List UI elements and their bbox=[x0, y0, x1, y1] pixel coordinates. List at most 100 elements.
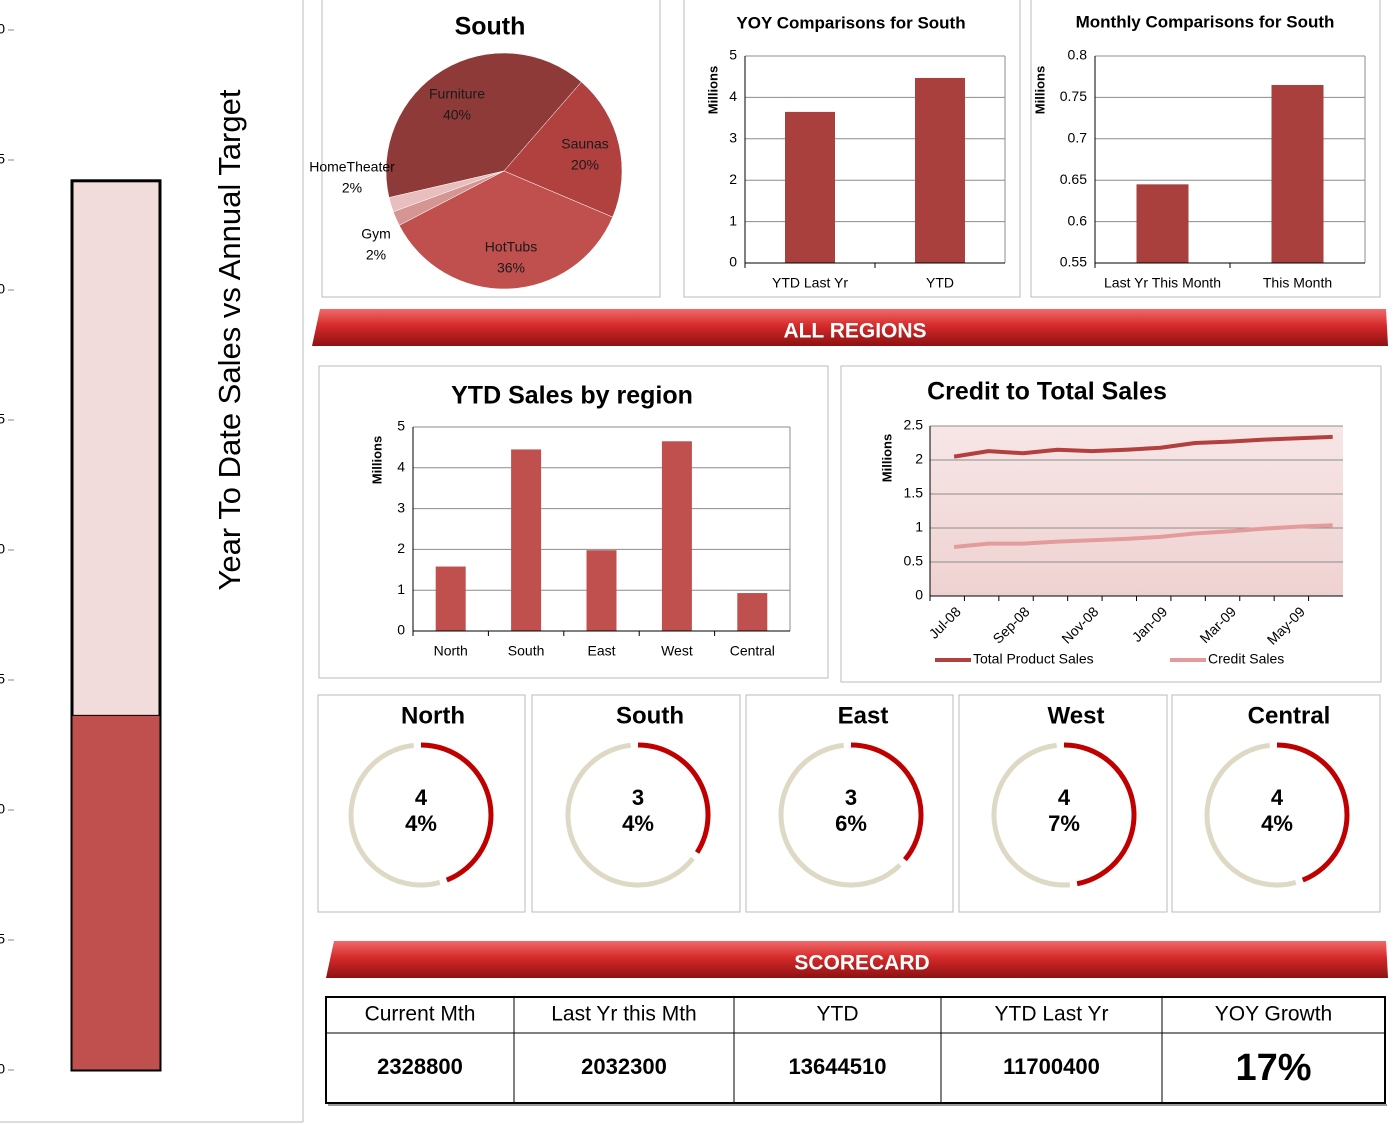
y-tick-label: 1 bbox=[729, 212, 737, 228]
chart-title: Monthly Comparisons for South bbox=[1076, 12, 1335, 31]
panel bbox=[683, 0, 1021, 298]
bar bbox=[915, 77, 965, 263]
y-axis-label: Millions bbox=[1032, 66, 1047, 114]
y-tick-label: 4 bbox=[729, 88, 737, 104]
pie-value-label: 2% bbox=[366, 247, 386, 263]
x-tick-label: West bbox=[661, 643, 693, 659]
pie-label: Saunas bbox=[561, 136, 608, 152]
pie-label: HomeTheater bbox=[309, 159, 395, 175]
y-tick-label: 15 bbox=[0, 671, 5, 687]
y-tick-label: 5 bbox=[729, 47, 737, 63]
y-tick-label: 0.55 bbox=[1060, 254, 1087, 270]
y-tick-label: 1.5 bbox=[904, 485, 924, 501]
plot-area bbox=[930, 426, 1343, 596]
pie-label: Gym bbox=[361, 226, 391, 242]
bar bbox=[737, 593, 768, 631]
bar bbox=[511, 449, 542, 631]
y-tick-label: 25 bbox=[0, 411, 5, 427]
y-tick-label: 4 bbox=[397, 459, 405, 475]
table-cell: 2328800 bbox=[377, 1054, 463, 1079]
table-header: YTD bbox=[817, 1003, 859, 1026]
gauge-title: West bbox=[1048, 702, 1105, 729]
table-header: YTD Last Yr bbox=[995, 1003, 1109, 1026]
gauge-value: 34% bbox=[622, 785, 654, 836]
table-cell: 2032300 bbox=[581, 1054, 667, 1079]
x-tick-label: East bbox=[587, 643, 615, 659]
y-tick-label: 2 bbox=[915, 451, 923, 467]
y-tick-label: 1 bbox=[915, 519, 923, 535]
gauge-track bbox=[565, 742, 695, 888]
chart-title: YTD Sales by region bbox=[451, 382, 693, 410]
chart-title: YOY Comparisons for South bbox=[736, 13, 965, 32]
pie-value-label: 20% bbox=[571, 157, 599, 173]
gauge-track bbox=[348, 742, 441, 888]
banner bbox=[326, 941, 1388, 978]
y-tick-label: 0.8 bbox=[1068, 47, 1088, 63]
bar bbox=[785, 111, 835, 263]
legend-label: Total Product Sales bbox=[973, 651, 1094, 667]
pie-label: HotTubs bbox=[485, 239, 537, 255]
y-tick-label: 10 bbox=[0, 801, 5, 817]
table-cell: 13644510 bbox=[789, 1054, 887, 1079]
table-header: Last Yr this Mth bbox=[551, 1003, 697, 1026]
gauge-track bbox=[1204, 742, 1297, 888]
gauge-value: 44% bbox=[405, 785, 437, 836]
y-tick-label: 0.5 bbox=[904, 553, 924, 569]
gauge-value: 47% bbox=[1048, 785, 1080, 836]
pie-slice bbox=[398, 170, 613, 290]
y-tick-label: 0.65 bbox=[1060, 171, 1087, 187]
bar bbox=[435, 566, 466, 631]
gauge-arc bbox=[1276, 742, 1350, 883]
y-tick-label: 20 bbox=[0, 541, 5, 557]
banner-text: ALL REGIONS bbox=[783, 320, 926, 343]
gauge-title: Central bbox=[1248, 702, 1331, 729]
table-header: Current Mth bbox=[365, 1003, 476, 1026]
y-tick-label: 0 bbox=[729, 254, 737, 270]
y-axis-label: Millions bbox=[369, 436, 384, 484]
y-tick-label: 35 bbox=[0, 151, 5, 167]
gauge-track bbox=[991, 742, 1071, 888]
gauge-value: 36% bbox=[835, 785, 867, 836]
pie-value-label: 40% bbox=[443, 107, 471, 123]
table-header: YOY Growth bbox=[1215, 1003, 1333, 1026]
pie-value-label: 2% bbox=[342, 180, 362, 196]
bar bbox=[586, 550, 617, 631]
y-tick-label: 2 bbox=[397, 540, 405, 556]
gauge-title: East bbox=[838, 702, 889, 729]
panel bbox=[1030, 0, 1381, 298]
legend-label: Credit Sales bbox=[1208, 651, 1284, 667]
y-tick-label: 3 bbox=[729, 130, 737, 146]
scorecard-table bbox=[325, 996, 1386, 1104]
y-tick-label: 5 bbox=[0, 931, 5, 947]
x-tick-label: South bbox=[508, 643, 545, 659]
table-cell: 11700400 bbox=[1003, 1054, 1100, 1079]
x-tick-label: Central bbox=[730, 643, 775, 659]
y-tick-label: 0.75 bbox=[1060, 88, 1087, 104]
pie-label: Furniture bbox=[429, 86, 485, 102]
pie-slice bbox=[385, 52, 582, 198]
banner-text: SCORECARD bbox=[794, 952, 929, 975]
chart-title: South bbox=[455, 13, 526, 41]
gauge-arc bbox=[637, 742, 711, 854]
y-tick-label: 0.6 bbox=[1068, 212, 1088, 228]
pie-slice bbox=[388, 170, 505, 213]
y-tick-label: 40 bbox=[0, 21, 5, 37]
series-line bbox=[953, 434, 1333, 459]
y-tick-label: 0 bbox=[397, 622, 405, 638]
y-tick-label: 0 bbox=[915, 587, 923, 603]
y-axis-label: Millions bbox=[705, 66, 720, 114]
banner bbox=[312, 309, 1388, 346]
x-tick-label: YTD Last Yr bbox=[772, 275, 848, 291]
bar bbox=[1136, 184, 1189, 263]
gauge-arc bbox=[1063, 742, 1137, 887]
y-tick-label: 2 bbox=[729, 171, 737, 187]
y-tick-label: 5 bbox=[397, 418, 405, 434]
gauge-arc bbox=[850, 742, 924, 862]
gauge-title: North bbox=[401, 702, 465, 729]
x-tick-label: Last Yr This Month bbox=[1104, 275, 1221, 291]
y-axis-label: Millions bbox=[879, 434, 894, 482]
series-line bbox=[953, 523, 1333, 550]
x-tick-label: YTD bbox=[926, 275, 954, 291]
gauge-title: South bbox=[616, 702, 684, 729]
